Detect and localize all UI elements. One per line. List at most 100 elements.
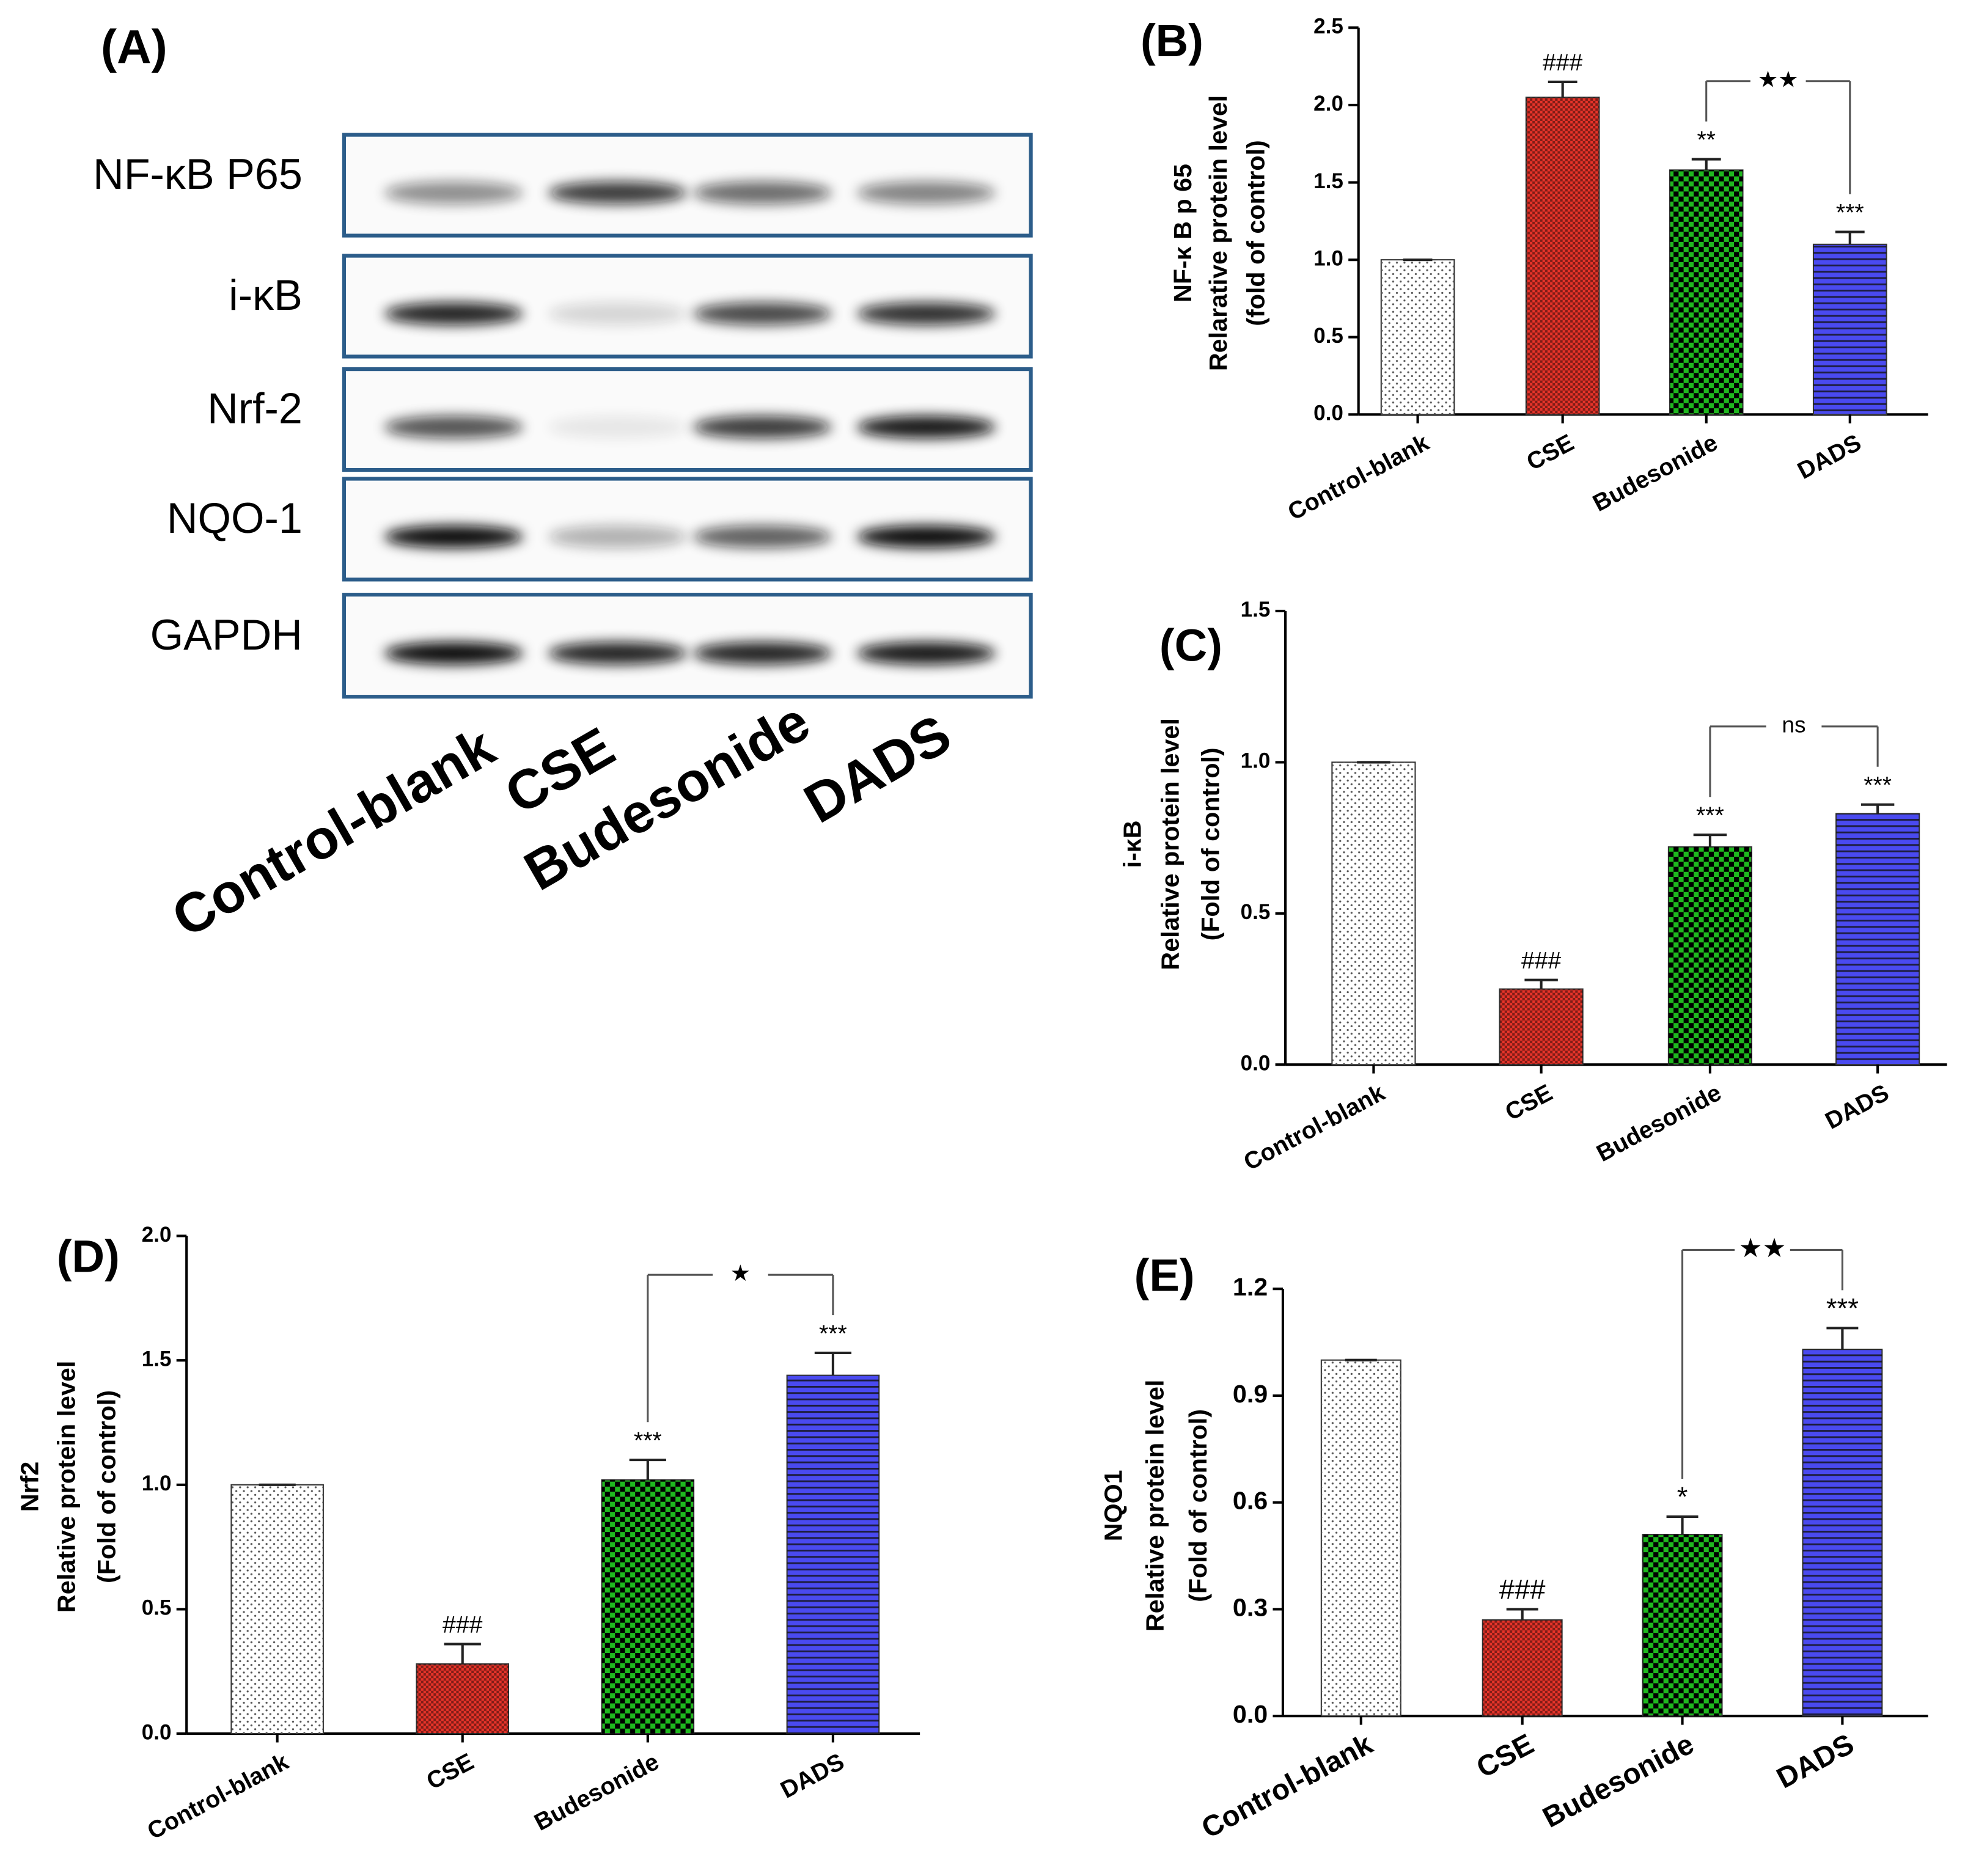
protein-label: GAPDH <box>150 611 303 659</box>
band <box>548 525 687 548</box>
chart-panel: (E) NQO1 Relative protein level (Fold of co… <box>1100 1234 1928 1845</box>
protein-label: i-κB <box>229 271 303 319</box>
bar-pattern <box>1499 989 1583 1065</box>
x-tick-label: CSE <box>422 1748 478 1795</box>
bar-pattern <box>1332 762 1416 1065</box>
significance-label: *** <box>1696 803 1724 829</box>
y-tick-label: 0.5 <box>1313 324 1343 348</box>
y-tick-label: 0.0 <box>1233 1700 1268 1728</box>
x-tick-label: CSE <box>1471 1728 1539 1784</box>
bar-pattern <box>1669 170 1743 415</box>
y-tick-label: 0.0 <box>1313 401 1343 425</box>
significance-label: *** <box>1836 200 1864 226</box>
significance-label: ### <box>443 1612 483 1638</box>
lane-label: DADS <box>794 703 961 835</box>
y-axis-label: NQO1 <box>1100 1470 1128 1541</box>
panel-label: (C) <box>1159 620 1222 670</box>
x-tick-label: Control-blank <box>1240 1080 1389 1176</box>
band <box>548 416 687 439</box>
y-tick-label: 1.0 <box>1241 749 1271 773</box>
band <box>384 416 523 439</box>
significance-label: *** <box>1826 1292 1859 1324</box>
bar-pattern <box>787 1375 880 1734</box>
significance-label: ### <box>1521 948 1562 974</box>
significance-label: *** <box>1864 772 1892 799</box>
band <box>384 302 523 325</box>
bracket-label: ns <box>1782 712 1805 738</box>
protein-label: NF-κB P65 <box>93 150 303 198</box>
x-tick-label: DADS <box>1821 1080 1893 1135</box>
protein-label: Nrf-2 <box>207 385 303 433</box>
y-tick-label: 0.0 <box>1241 1051 1271 1075</box>
panel-label: (A) <box>101 20 167 73</box>
significance-label: ### <box>1499 1574 1546 1605</box>
protein-label: NQO-1 <box>167 494 303 542</box>
band <box>693 525 832 548</box>
bar-pattern <box>231 1484 323 1734</box>
panel-label: (D) <box>57 1231 120 1281</box>
band <box>548 642 687 665</box>
y-axis-label: (Fold of control) <box>92 1390 120 1583</box>
y-axis-label: Relative protein level <box>52 1361 80 1613</box>
y-axis-label: Nrf2 <box>15 1462 43 1512</box>
x-tick-label: DADS <box>776 1748 848 1803</box>
y-tick-label: 0.3 <box>1233 1593 1268 1621</box>
band <box>548 302 687 325</box>
y-axis-label: (fold of control) <box>1242 140 1270 326</box>
y-tick-label: 1.5 <box>142 1347 172 1371</box>
y-tick-label: 1.0 <box>1313 246 1343 270</box>
band <box>693 181 832 205</box>
y-axis-label: i-κB <box>1118 820 1147 868</box>
y-axis-label: Relative protein level <box>1141 1380 1169 1632</box>
bar-pattern <box>1668 846 1752 1065</box>
y-tick-label: 1.5 <box>1241 598 1271 621</box>
y-tick-label: 0.0 <box>142 1720 172 1744</box>
bar-pattern <box>1802 1349 1882 1717</box>
bracket-label: ★★ <box>1758 67 1799 92</box>
x-tick-label: DADS <box>1771 1728 1859 1795</box>
chart-panel: (D) Nrf2 Relative protein level (Fold of co… <box>15 1223 920 1845</box>
y-tick-label: 1.2 <box>1233 1273 1268 1301</box>
x-tick-label: DADS <box>1793 430 1865 485</box>
band <box>857 302 996 325</box>
significance-label: ** <box>1697 127 1715 153</box>
band <box>693 642 832 665</box>
x-tick-label: Budesonide <box>1538 1728 1699 1834</box>
y-tick-label: 1.0 <box>142 1471 172 1495</box>
bracket-label: ★ <box>730 1260 751 1286</box>
bar-pattern <box>601 1479 694 1734</box>
band <box>857 525 996 548</box>
x-tick-label: Budesonide <box>1592 1080 1725 1167</box>
y-axis-label: Relative protein level <box>1156 718 1184 970</box>
band <box>384 181 523 205</box>
y-tick-label: 2.5 <box>1313 15 1343 38</box>
band <box>857 642 996 665</box>
y-tick-label: 0.9 <box>1233 1380 1268 1408</box>
y-tick-label: 0.5 <box>1241 900 1271 924</box>
y-axis-label: Relarative protein level <box>1204 95 1232 371</box>
bar-pattern <box>1482 1619 1562 1717</box>
band <box>548 181 687 205</box>
x-tick-label: Control-blank <box>143 1748 293 1845</box>
y-axis-label: (Fold of control) <box>1184 1409 1212 1602</box>
band <box>693 416 832 439</box>
panel-label: (B) <box>1140 15 1203 66</box>
x-tick-label: Control-blank <box>1196 1728 1378 1845</box>
y-tick-label: 2.0 <box>142 1223 172 1247</box>
bar-pattern <box>1526 97 1600 415</box>
lane-label: Control-blank <box>162 716 505 950</box>
y-tick-label: 2.0 <box>1313 92 1343 115</box>
x-tick-label: Budesonide <box>1589 430 1722 517</box>
significance-label: ### <box>1543 49 1583 76</box>
bracket-label: ★★ <box>1739 1234 1787 1263</box>
western-blot: (A) NF-κB P65 i-κB Nrf-2 NQO-1 GAPDH Control-… <box>93 20 1033 950</box>
panel-label: (E) <box>1134 1250 1195 1300</box>
y-tick-label: 0.6 <box>1233 1487 1268 1515</box>
significance-label: * <box>1677 1481 1688 1512</box>
chart-panel: (C) i-κB Relative protein level (Fold of co… <box>1118 598 1947 1176</box>
x-tick-label: CSE <box>1522 430 1578 476</box>
x-tick-label: Control-blank <box>1284 430 1433 526</box>
chart-panel: (B) NF-κ B p 65 Relarative protein level (f… <box>1140 15 1928 526</box>
y-tick-label: 0.5 <box>142 1596 172 1620</box>
